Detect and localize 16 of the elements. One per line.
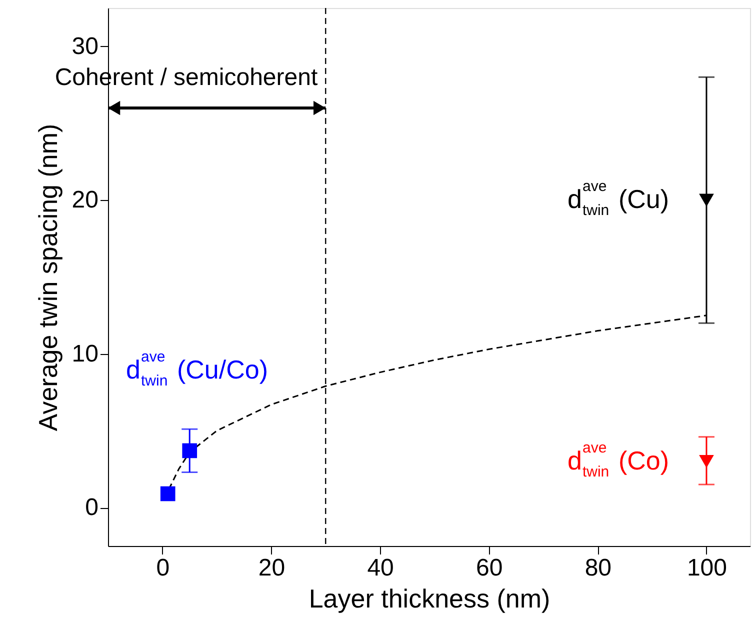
y-axis-title: Average twin spacing (nm) xyxy=(32,124,63,432)
x-axis-title: Layer thickness (nm) xyxy=(308,584,550,614)
y-tick-label: 30 xyxy=(72,32,98,60)
y-tick-label: 0 xyxy=(85,494,98,522)
x-tick-label: 20 xyxy=(258,554,286,582)
x-tick-label: 60 xyxy=(476,554,503,582)
x-tick-label: 40 xyxy=(367,554,394,582)
x-tick-label: 0 xyxy=(156,554,170,582)
y-tick-label: 10 xyxy=(72,340,98,368)
y-tick-label: 20 xyxy=(72,186,98,214)
x-tick-label: 80 xyxy=(584,554,612,582)
point xyxy=(182,443,198,458)
point xyxy=(699,455,714,468)
x-tick-label: 100 xyxy=(686,554,727,582)
point xyxy=(699,194,714,207)
point xyxy=(160,486,176,502)
